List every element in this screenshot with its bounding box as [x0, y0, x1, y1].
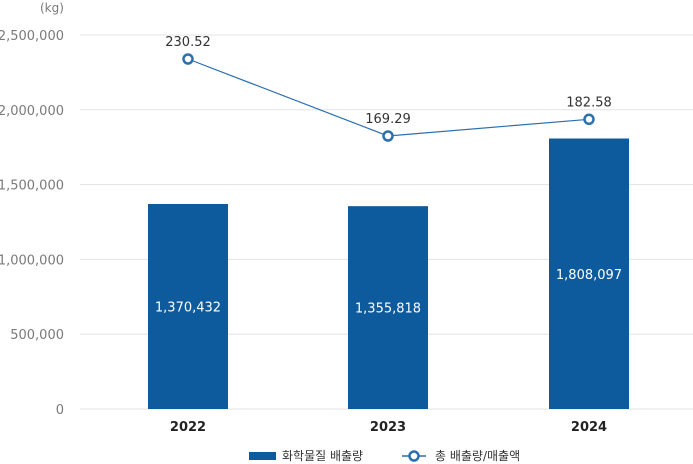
legend: 화학물질 배출량 총 배출량/매출액	[249, 449, 520, 463]
line-point	[182, 53, 194, 65]
line-series: 230.52 169.29 182.58	[165, 35, 612, 142]
bar-value-label: 1,370,432	[155, 300, 221, 315]
y-tick-label: 500,000	[10, 328, 64, 343]
line-value-label: 182.58	[566, 95, 612, 110]
y-tick-label: 0	[56, 403, 64, 418]
line-value-label: 169.29	[365, 112, 411, 127]
bar	[148, 203, 228, 409]
y-tick-label: 1,000,000	[0, 253, 64, 268]
legend-line-label: 총 배출량/매출액	[435, 449, 520, 463]
bar	[549, 138, 629, 410]
line-point	[583, 113, 595, 126]
y-axis-unit: (kg)	[40, 1, 64, 15]
x-category-label: 2022	[170, 420, 206, 435]
bar-value-label: 1,355,818	[355, 302, 421, 317]
x-category-label: 2023	[370, 420, 406, 435]
y-tick-label: 2,500,000	[0, 29, 64, 44]
legend-bar-swatch	[249, 452, 276, 460]
y-axis-ticks: 0 500,000 1,000,000 1,500,000 2,000,000 2,500…	[0, 29, 64, 418]
legend-bar-label: 화학물질 배출량	[282, 449, 363, 463]
y-tick-label: 2,000,000	[0, 104, 64, 119]
x-category-label: 2024	[571, 420, 607, 435]
x-axis-categories: 2022 2023 2024	[170, 420, 607, 435]
line-point	[382, 130, 394, 142]
line-value-label: 230.52	[165, 35, 211, 50]
bar	[348, 206, 428, 409]
bar-value-label: 1,808,097	[556, 268, 622, 283]
legend-line-marker	[408, 450, 420, 462]
bar-series: 1,370,432 1,355,818 1,808,097	[148, 138, 629, 410]
y-tick-label: 1,500,000	[0, 179, 64, 194]
